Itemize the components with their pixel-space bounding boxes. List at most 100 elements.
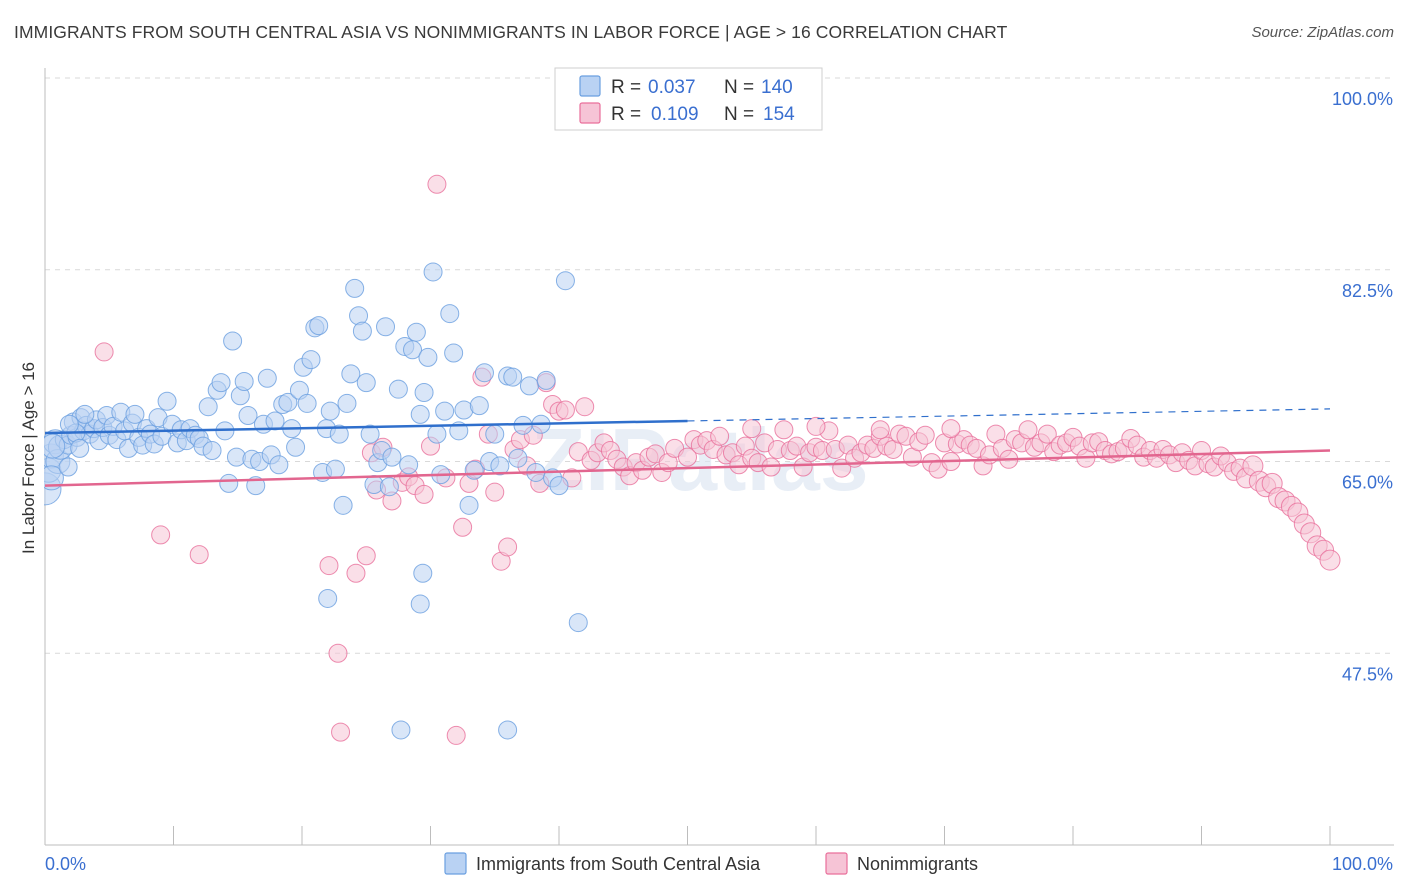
- blue-point: [444, 343, 464, 363]
- x-tick-label: 100.0%: [1332, 854, 1393, 874]
- pink-point: [453, 517, 473, 537]
- blue-point: [202, 441, 222, 461]
- data-points: [44, 174, 1341, 745]
- blue-point: [376, 317, 396, 337]
- blue-point: [265, 411, 285, 431]
- pink-point: [575, 397, 595, 417]
- blue-point: [410, 404, 430, 424]
- blue-point: [498, 720, 518, 740]
- blue-point: [388, 379, 408, 399]
- bottom-legend-swatch-pink: [825, 852, 848, 875]
- blue-point: [269, 455, 289, 475]
- blue-point: [568, 613, 588, 633]
- blue-point: [503, 367, 523, 387]
- pink-point: [1037, 424, 1057, 444]
- y-tick-label: 47.5%: [1342, 664, 1393, 684]
- pink-point: [742, 419, 762, 439]
- blue-trend-line: [44, 419, 688, 435]
- pink-point: [555, 400, 575, 420]
- blue-point: [508, 448, 528, 468]
- pink-point: [346, 563, 366, 583]
- y-tick-label: 65.0%: [1342, 473, 1393, 493]
- x-tick-label: 0.0%: [45, 854, 86, 874]
- legend-r-label-2: R =: [611, 104, 641, 125]
- blue-point: [341, 364, 361, 384]
- blue-point: [469, 396, 489, 416]
- blue-point: [286, 437, 306, 457]
- pink-point: [319, 556, 339, 576]
- blue-point: [418, 347, 438, 367]
- blue-point: [75, 404, 95, 424]
- pink-point: [94, 342, 114, 362]
- blue-point: [423, 262, 443, 282]
- blue-point: [297, 393, 317, 413]
- blue-point: [399, 455, 419, 475]
- blue-point: [198, 397, 218, 417]
- blue-point: [333, 495, 353, 515]
- legend-swatch-pink: [579, 102, 601, 124]
- pink-point: [356, 546, 376, 566]
- blue-point: [435, 401, 455, 421]
- blue-point: [352, 321, 372, 341]
- y-tick-label: 82.5%: [1342, 281, 1393, 301]
- legend-n-value-2: 154: [763, 104, 795, 125]
- blue-point: [536, 370, 556, 390]
- blue-point: [406, 322, 426, 342]
- blue-point: [549, 476, 569, 496]
- blue-point: [345, 278, 365, 298]
- pink-point: [485, 482, 505, 502]
- blue-point: [301, 350, 321, 370]
- pink-point: [806, 416, 826, 436]
- y-tick-label: 100.0%: [1332, 89, 1393, 109]
- blue-point: [44, 433, 66, 459]
- trend-lines: [44, 408, 1331, 487]
- bottom-legend: Immigrants from South Central Asia Nonim…: [444, 852, 978, 875]
- blue-point: [440, 304, 460, 324]
- legend-n-label-2: N =: [724, 104, 754, 125]
- legend-swatch-blue: [579, 75, 601, 97]
- pink-point: [1018, 420, 1038, 440]
- pink-point: [870, 420, 890, 440]
- legend-r-label-1: R =: [611, 77, 641, 98]
- blue-point: [234, 372, 254, 392]
- blue-point: [211, 373, 231, 393]
- pink-point: [331, 722, 351, 742]
- blue-point: [238, 405, 258, 425]
- pink-point: [446, 725, 466, 745]
- pink-point: [774, 420, 794, 440]
- blue-point: [223, 331, 243, 351]
- blue-point: [413, 563, 433, 583]
- blue-point: [360, 424, 380, 444]
- blue-point: [58, 457, 78, 477]
- legend-r-value-1: 0.037: [648, 77, 696, 98]
- x-tick-labels: 0.0% 100.0%: [45, 854, 1393, 874]
- chart-source: Source: ZipAtlas.com: [1251, 24, 1394, 41]
- pink-point: [498, 537, 518, 557]
- bottom-legend-swatch-blue: [444, 852, 467, 875]
- pink-point: [915, 425, 935, 445]
- blue-point: [309, 316, 329, 336]
- y-axis-title: In Labor Force | Age > 16: [19, 362, 38, 554]
- y-tick-labels: 47.5% 65.0% 82.5% 100.0%: [1332, 89, 1393, 684]
- legend-n-label-1: N =: [724, 77, 754, 98]
- blue-point: [157, 391, 177, 411]
- legend-r-value-2: 0.109: [651, 104, 699, 125]
- pink-trend-line: [44, 449, 1331, 487]
- blue-point: [59, 414, 79, 434]
- blue-point: [485, 424, 505, 444]
- blue-point: [356, 373, 376, 393]
- blue-point: [70, 438, 90, 458]
- blue-point: [219, 473, 239, 493]
- blue-point: [427, 424, 447, 444]
- chart-title: IMMIGRANTS FROM SOUTH CENTRAL ASIA VS NO…: [14, 22, 1008, 42]
- blue-point: [320, 401, 340, 421]
- pink-point: [189, 545, 209, 565]
- blue-point: [519, 376, 539, 396]
- blue-point: [379, 477, 399, 497]
- blue-point: [410, 594, 430, 614]
- grid-lines: [45, 77, 1394, 654]
- pink-point: [941, 419, 961, 439]
- legend-n-value-1: 140: [761, 77, 793, 98]
- blue-point: [329, 424, 349, 444]
